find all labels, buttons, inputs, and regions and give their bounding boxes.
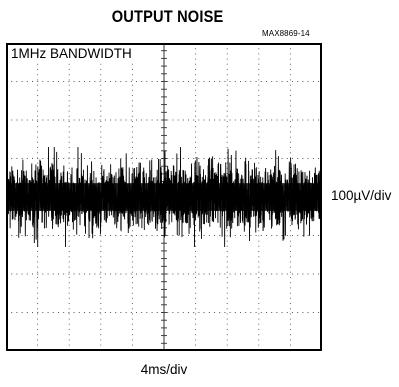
figure-id: MAX8869-14 [262,29,310,38]
chart-title: OUTPUT NOISE [111,7,224,26]
scope-frame [6,43,322,351]
scope-plot [6,43,322,351]
y-axis-scale-label: 100µV/div [331,188,392,203]
noise-trace [6,146,322,248]
x-axis-scale-label: 4ms/div [140,362,188,377]
bandwidth-annotation: 1MHz BANDWIDTH [11,46,134,62]
noise-band-core [6,183,322,211]
